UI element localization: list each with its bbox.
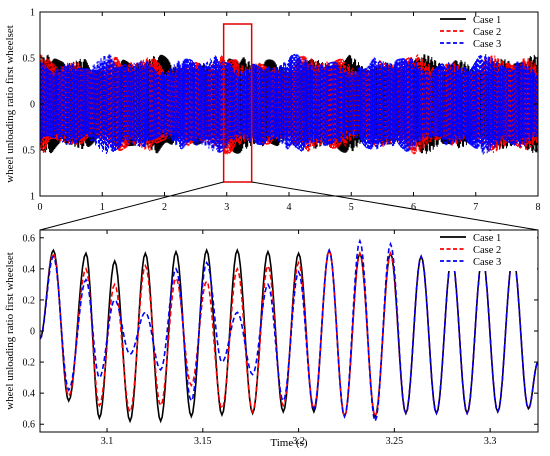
x-tick-label: 3.25 (386, 436, 404, 447)
x-tick-label: 3.2 (292, 436, 305, 447)
y-tick-label: 0.2 (23, 295, 36, 306)
x-tick-label: 3.3 (484, 436, 497, 447)
x-tick-label: 0 (38, 202, 43, 213)
x-tick-label: 4 (287, 202, 292, 213)
y-tick-label: 0.4 (23, 389, 36, 400)
y-tick-label: 0.6 (23, 420, 36, 431)
y-tick-label: 1 (30, 8, 35, 19)
legend-entry: Case 1 (473, 15, 501, 26)
zoom-connector-left (39, 181, 224, 231)
series-line (40, 238, 538, 424)
x-tick-label: 8 (536, 202, 541, 213)
y-tick-label: 0.4 (23, 264, 36, 275)
y-axis-label: wheel unloading ratio first wheelset (4, 25, 16, 183)
series-line (39, 53, 539, 155)
x-tick-label: 3.15 (194, 436, 212, 447)
y-tick-label: 0.5 (23, 146, 36, 157)
zoom-box (222, 23, 253, 183)
legend-entry: Case 3 (473, 39, 501, 50)
x-tick-label: 6 (411, 202, 416, 213)
series-line (40, 247, 538, 424)
x-tick-label: 3.1 (101, 436, 114, 447)
zoom-connector-lines (39, 181, 539, 231)
y-tick-label: 0.5 (23, 54, 36, 65)
x-tick-label: 5 (349, 202, 354, 213)
x-tick-label: 7 (473, 202, 478, 213)
series-group (40, 238, 538, 424)
zoom-connector-right (251, 181, 539, 231)
y-tick-label: 0.6 (23, 233, 36, 244)
x-axis-label: Time (s) (270, 437, 308, 449)
legend-entry: Case 2 (473, 245, 501, 256)
y-tick-label: 0.2 (23, 358, 36, 369)
y-tick-label: 0 (30, 327, 35, 338)
y-tick-label: 0 (30, 100, 35, 111)
legend-entry: Case 3 (473, 257, 501, 268)
x-tick-label: 3 (224, 202, 229, 213)
legend-entry: Case 2 (473, 27, 501, 38)
x-tick-label: 1 (100, 202, 105, 213)
y-tick-label: 1 (30, 192, 35, 203)
x-tick-label: 2 (162, 202, 167, 213)
y-axis-label: wheel unloading ratio first wheelset (4, 252, 16, 410)
legend-entry: Case 1 (473, 233, 501, 244)
bottom-chart: 3.1 3.15 3.2 3.25 3.3 0.6 0.4 0.2 0 0.2 0.4 0.6 Time… (4, 229, 539, 449)
